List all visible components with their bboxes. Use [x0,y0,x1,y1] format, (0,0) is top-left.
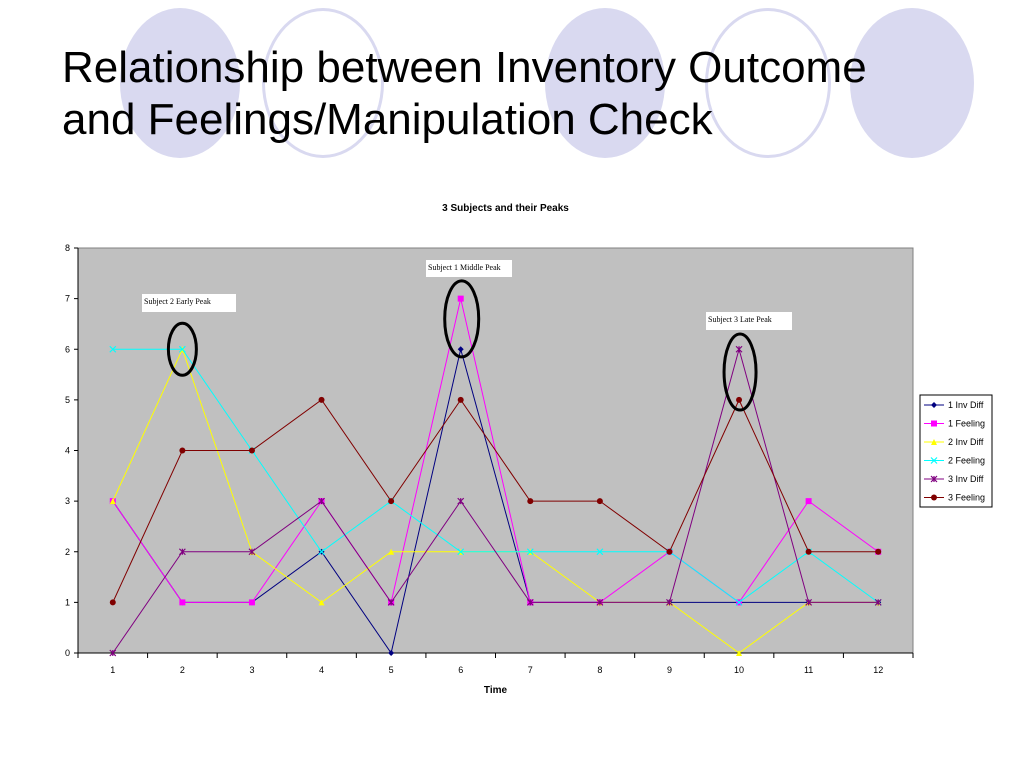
annotation-box [142,294,236,312]
decor-circle-3 [545,8,665,158]
data-point-2-feeling [735,598,743,606]
data-point-3-feeling [109,599,116,606]
legend-label: 2 Feeling [948,456,985,466]
data-point-3-feeling [736,396,743,403]
annotation-label: Subject 3 Late Peak [708,315,772,324]
data-point-2-feeling [526,548,534,556]
y-tick-label: 1 [65,597,70,607]
x-tick-label: 8 [597,665,602,675]
legend-marker-1-feeling [931,420,937,427]
y-tick-label: 5 [65,395,70,405]
data-point-1-feeling [179,599,186,606]
legend [919,394,993,508]
slide-title: Relationship between Inventory Outcome a… [62,43,867,144]
x-tick-label: 10 [734,665,744,675]
legend-marker-3-feeling [931,494,937,501]
data-point-3-feeling [248,447,255,454]
y-tick-label: 0 [65,648,70,658]
peak-highlight-ellipse [166,321,198,377]
legend-label: 3 Inv Diff [948,474,984,484]
data-point-2-inv-diff [318,599,325,606]
series-line-3-feeling [112,398,879,603]
data-point-1-feeling [457,295,464,302]
data-point-3-inv-diff [248,548,256,556]
data-point-2-feeling [178,345,186,353]
data-point-3-feeling [388,498,395,505]
data-point-2-feeling [457,548,465,556]
x-tick-label: 9 [667,665,672,675]
data-point-1-feeling [805,498,812,505]
data-point-3-feeling [179,447,186,454]
y-tick-label: 7 [65,294,70,304]
x-tick-label: 7 [528,665,533,675]
x-tick-label: 11 [804,665,813,675]
data-point-3-feeling [318,396,325,403]
x-tick-label: 4 [319,665,324,675]
legend-marker-2-inv-diff [931,439,937,445]
annotation-box [706,312,792,330]
x-tick-label: 12 [873,665,883,675]
data-point-2-feeling [596,548,604,556]
data-point-3-inv-diff [526,598,534,606]
y-tick-label: 4 [65,446,70,456]
annotation-box [426,260,512,277]
peak-highlight-ellipse [443,279,481,359]
data-point-2-inv-diff [388,548,395,555]
decor-circle-1 [120,8,240,158]
y-tick-label: 8 [65,243,70,253]
x-axis-label: Time [484,685,508,696]
legend-label: 3 Feeling [948,493,985,503]
x-tick-label: 2 [180,665,185,675]
y-tick-label: 3 [65,496,70,506]
data-point-2-feeling [109,345,117,353]
data-point-3-inv-diff [596,598,604,606]
legend-marker-2-feeling [930,457,938,464]
peak-highlight-ellipse [722,332,758,412]
data-point-3-inv-diff [109,649,117,657]
legend-marker-1-inv-diff [931,402,937,408]
data-point-1-inv-diff [457,346,464,353]
data-point-3-inv-diff [666,598,673,606]
data-point-3-inv-diff [735,345,743,353]
legend-marker-3-inv-diff [930,475,938,483]
decor-circle-4 [705,8,831,158]
data-point-3-feeling [596,498,603,505]
data-point-3-feeling [875,548,882,555]
annotation-label: Subject 2 Early Peak [144,297,211,306]
y-tick-label: 6 [65,344,70,354]
y-tick-label: 2 [65,547,70,557]
data-point-3-feeling [666,548,673,555]
data-point-3-feeling [527,498,534,505]
data-point-2-inv-diff [736,650,743,656]
data-point-2-inv-diff [109,498,116,505]
legend-label: 1 Inv Diff [948,400,984,410]
data-point-2-feeling [318,548,325,556]
annotation-label: Subject 1 Middle Peak [428,263,501,272]
data-point-3-inv-diff [874,598,882,606]
x-tick-label: 5 [389,665,394,675]
data-point-3-inv-diff [805,598,813,606]
data-point-1-feeling [248,599,255,606]
legend-label: 1 Feeling [948,419,985,429]
x-tick-label: 1 [110,665,115,675]
legend-label: 2 Inv Diff [948,437,984,447]
series-line-3-inv-diff [112,347,879,654]
data-point-3-inv-diff [387,598,395,606]
decor-circle-2 [262,8,384,158]
x-tick-label: 3 [249,665,254,675]
data-point-3-feeling [457,396,464,403]
data-point-1-inv-diff [388,650,395,656]
x-tick-label: 6 [458,665,463,675]
chart-title: 3 Subjects and their Peaks [442,203,569,214]
data-point-3-inv-diff [318,497,325,505]
data-point-3-inv-diff [457,497,465,505]
decor-circle-5 [850,8,974,158]
data-point-3-feeling [805,548,812,555]
data-point-3-inv-diff [178,548,186,556]
